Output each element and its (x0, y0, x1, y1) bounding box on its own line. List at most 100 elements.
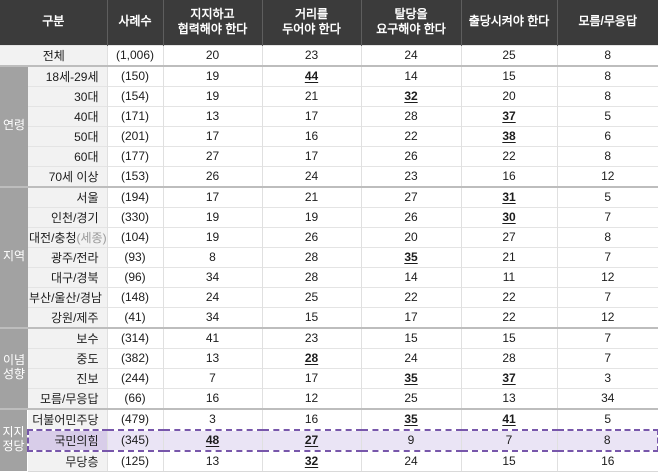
table-row: 진보 (244) 7 17 35 37 3 (0, 367, 658, 388)
value-cell: 13 (460, 387, 557, 409)
sample-size-cell: (96) (106, 266, 163, 287)
value-cell: 8 (556, 44, 658, 66)
value-cell: 19 (162, 226, 262, 247)
value-cell: 19 (162, 64, 262, 86)
value-cell: 8 (556, 145, 658, 166)
value-cell: 24 (162, 286, 262, 307)
table-row: 대전/충청(세종) (104) 19 26 20 27 8 (0, 226, 658, 247)
table-row: 연령 18세-29세 (150) 19 44 14 15 8 (0, 64, 658, 187)
value-cell: 8 (556, 64, 658, 86)
value-cell: 14 (360, 266, 461, 287)
row-label: 국민의힘 (27, 428, 107, 452)
row-label: 서울 (28, 185, 107, 207)
value-cell: 24 (360, 450, 461, 472)
value-cell: 7 (556, 347, 658, 368)
table-row: 40대 (171) 13 17 28 37 5 (0, 105, 658, 126)
group-label: 지역 (0, 185, 28, 328)
value-cell: 16 (556, 450, 658, 472)
table-row: 지지 정당 더불어민주당 (479) 3 16 35 41 5 (0, 407, 658, 471)
row-label: 50대 (28, 125, 107, 146)
value-cell: 8 (556, 226, 658, 247)
row-label: 대전/충청(세종) (28, 226, 107, 247)
value-cell: 28 (360, 105, 461, 126)
value-cell: 21 (261, 185, 361, 207)
value-cell: 21 (261, 85, 361, 106)
value-cell: 3 (556, 367, 658, 388)
value-cell: 20 (162, 44, 262, 66)
sample-size-cell: (41) (106, 306, 163, 328)
value-cell: 22 (460, 286, 557, 307)
value-cell: 7 (556, 206, 658, 227)
value-cell: 12 (261, 387, 361, 409)
value-cell: 27 (460, 226, 557, 247)
sample-size-cell: (244) (106, 367, 163, 388)
sample-size-cell: (177) (106, 145, 163, 166)
column-header-opinion-3: 출당시켜야 한다 (460, 0, 557, 45)
value-cell: 28 (460, 347, 557, 368)
sample-size-cell: (345) (106, 428, 163, 452)
value-cell: 28 (261, 246, 361, 267)
value-cell: 37 (460, 105, 557, 126)
underlined-value: 32 (404, 89, 418, 103)
value-cell: 20 (360, 226, 461, 247)
underlined-value: 28 (304, 351, 319, 365)
table-row: 60대 (177) 27 17 26 22 8 (0, 145, 658, 166)
sample-size-cell: (1,006) (106, 44, 163, 66)
value-cell: 21 (460, 246, 557, 267)
value-cell: 15 (261, 306, 361, 328)
underlined-value: 30 (502, 210, 516, 224)
value-cell: 15 (460, 450, 557, 472)
value-cell: 7 (556, 326, 658, 348)
value-cell: 9 (360, 428, 461, 452)
value-cell: 19 (261, 206, 361, 227)
table-row: 부산/울산/경남 (148) 24 25 22 22 7 (0, 286, 658, 307)
column-header-opinion-1: 거리를 두어야 한다 (261, 0, 361, 45)
sample-size-cell: (93) (106, 246, 163, 267)
value-cell: 19 (162, 85, 262, 106)
table-row: 50대 (201) 17 16 22 38 6 (0, 125, 658, 146)
table-row: 대구/경북 (96) 34 28 14 11 12 (0, 266, 658, 287)
value-cell: 44 (261, 64, 361, 86)
table-body: 전체 (1,006) 20 23 24 25 8 연령 18세-29세 (150) 19 44 14 15… (0, 44, 658, 472)
value-cell: 34 (162, 306, 262, 328)
value-cell: 17 (360, 306, 461, 328)
value-cell: 22 (460, 306, 557, 328)
value-cell: 38 (460, 125, 557, 146)
underlined-value: 37 (502, 109, 516, 123)
sample-size-cell: (330) (106, 206, 163, 227)
value-cell: 3 (162, 407, 262, 430)
value-cell: 16 (261, 407, 361, 430)
sample-size-cell: (154) (106, 85, 163, 106)
underlined-value: 41 (502, 412, 516, 426)
table-row: 지역 서울 (194) 17 21 27 31 5 (0, 185, 658, 328)
row-label: 보수 (28, 326, 107, 348)
group-label: 연령 (0, 64, 28, 187)
value-cell: 35 (360, 246, 461, 267)
row-label: 18세-29세 (28, 64, 107, 86)
value-cell: 5 (556, 407, 658, 430)
value-cell: 7 (556, 286, 658, 307)
value-cell: 16 (162, 387, 262, 409)
underlined-value: 35 (404, 412, 418, 426)
header-row: 구분 사례수 지지하고 협력해야 한다 거리를 두어야 한다 탈당을 요구해야 한다 출당시켜야… (0, 0, 658, 45)
sample-size-cell: (148) (106, 286, 163, 307)
value-cell: 26 (162, 165, 262, 187)
column-header-opinion-0: 지지하고 협력해야 한다 (162, 0, 262, 45)
underlined-value: 31 (502, 190, 516, 204)
value-cell: 8 (556, 428, 658, 452)
sample-size-cell: (150) (106, 64, 163, 86)
table-row-total: 전체 (1,006) 20 23 24 25 8 (0, 44, 658, 66)
value-cell: 13 (162, 450, 262, 472)
underlined-value: 38 (502, 129, 516, 143)
table-row: 인천/경기 (330) 19 19 26 30 7 (0, 206, 658, 227)
value-cell: 15 (360, 326, 461, 348)
value-cell: 15 (460, 326, 557, 348)
table-row: 무당층 (125) 13 32 24 15 16 (0, 450, 658, 472)
value-cell: 26 (360, 145, 461, 166)
value-cell: 32 (360, 85, 461, 106)
sample-size-cell: (66) (106, 387, 163, 409)
column-header-sample: 사례수 (106, 0, 163, 45)
value-cell: 11 (460, 266, 557, 287)
value-cell: 12 (556, 306, 658, 328)
